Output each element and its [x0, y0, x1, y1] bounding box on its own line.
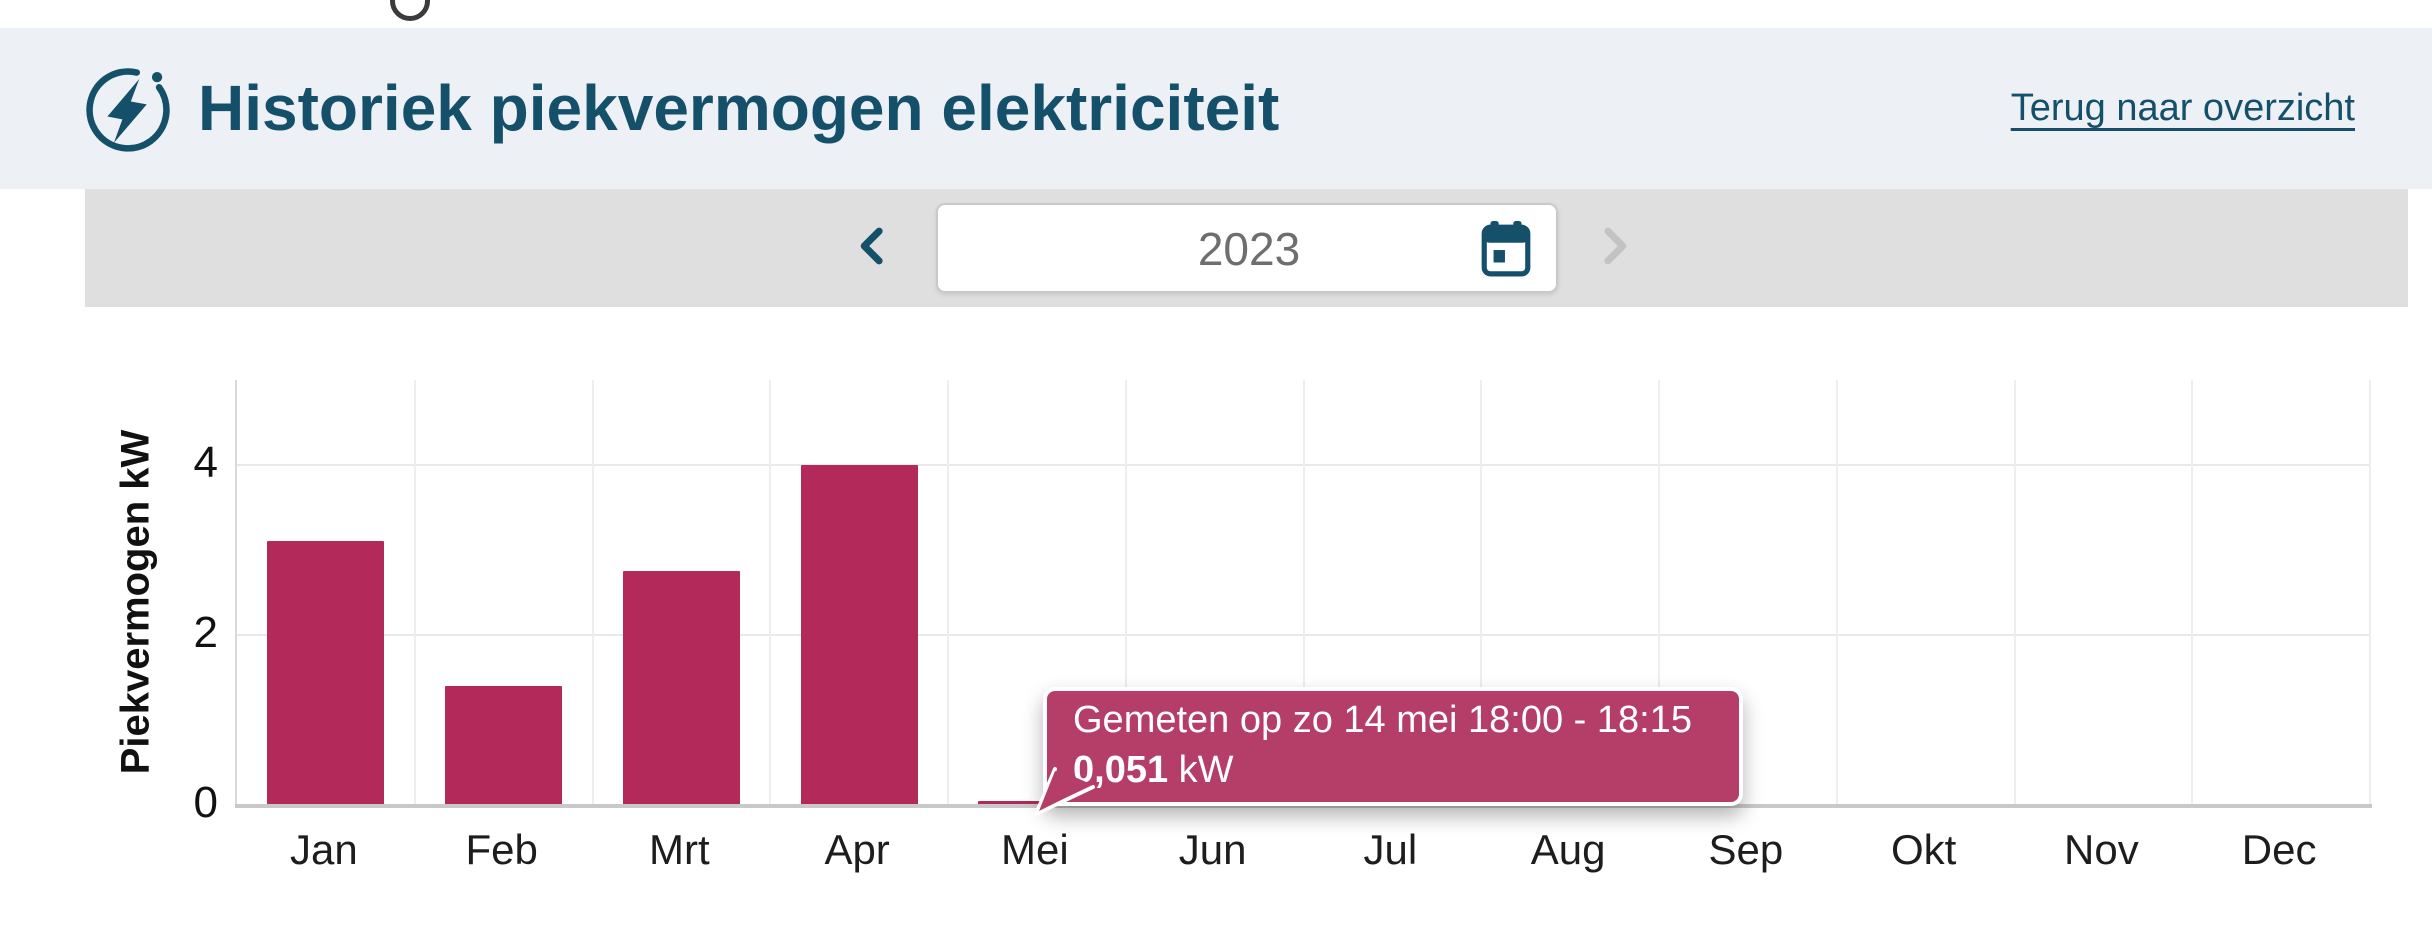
year-selector-bar [85, 189, 2408, 307]
back-to-overview-link[interactable]: Terug naar overzicht [2010, 87, 2355, 129]
x-label-dec: Dec [2241, 826, 2317, 873]
x-label-apr: Apr [824, 826, 890, 873]
next-year-button[interactable] [1590, 219, 1638, 275]
gridline-x-10 [2013, 380, 2016, 805]
x-label-jul: Jul [1363, 826, 1418, 873]
tooltip-pointer [1034, 767, 1095, 816]
x-label-jan: Jan [290, 826, 358, 873]
x-label-mei: Mei [1001, 826, 1069, 873]
bar-apr[interactable] [801, 465, 918, 805]
gridline-x-8 [1658, 380, 1660, 805]
partial-circle-icon [390, 0, 430, 21]
gridline-x-3 [769, 380, 772, 805]
calendar-icon[interactable] [1480, 221, 1532, 277]
chart-tooltip: Gemeten op zo 14 mei 18:00 - 18:15 0,051… [1034, 687, 1743, 816]
x-label-mrt: Mrt [649, 826, 710, 873]
top-strip [0, 0, 2432, 28]
year-picker-field[interactable] [936, 203, 1560, 293]
x-axis-line [235, 804, 2372, 808]
x-axis-labels: Jan Feb Mrt Apr Mei Jun Jul Aug Sep Okt Nov Dec [235, 826, 2368, 890]
page-title: Historiek piekvermogen elektriciteit [198, 72, 1280, 144]
gridline-x-5 [1124, 380, 1127, 805]
gridline-x-1 [413, 380, 416, 805]
page-header: Historiek piekvermogen elektriciteit Ter… [0, 28, 2432, 189]
tooltip-value: 0,051 kW [1073, 749, 1234, 791]
bar-jan[interactable] [267, 541, 384, 805]
chevron-left-icon [852, 220, 894, 275]
y-tick-label-4: 4 [193, 438, 218, 487]
x-label-nov: Nov [2064, 826, 2139, 873]
bar-feb[interactable] [445, 686, 562, 805]
y-tick-label-0: 0 [193, 778, 218, 827]
x-label-aug: Aug [1530, 826, 1606, 873]
bar-mrt[interactable] [623, 571, 740, 805]
year-input[interactable] [938, 205, 1560, 293]
x-label-jun: Jun [1178, 826, 1247, 873]
previous-year-button[interactable] [849, 219, 897, 275]
bar-mei[interactable] [978, 801, 1095, 805]
gridline-x-2 [591, 380, 594, 805]
energy-bolt-icon [82, 64, 174, 154]
gridline-x-9 [1835, 380, 1838, 805]
gridline-x-6 [1302, 380, 1305, 805]
plot-area [235, 380, 2371, 805]
x-label-sep: Sep [1708, 826, 1784, 873]
gridline-x-12 [2369, 380, 2371, 805]
tooltip-timestamp: Gemeten op zo 14 mei 18:00 - 18:15 [1073, 699, 1692, 741]
gridline-x-4 [947, 380, 949, 805]
x-label-feb: Feb [465, 826, 538, 873]
gridline-x-11 [2191, 380, 2194, 805]
y-tick-label-2: 2 [193, 608, 218, 657]
x-label-okt: Okt [1890, 826, 1957, 873]
chevron-right-icon [1593, 220, 1635, 275]
gridline-x-7 [1480, 380, 1483, 805]
